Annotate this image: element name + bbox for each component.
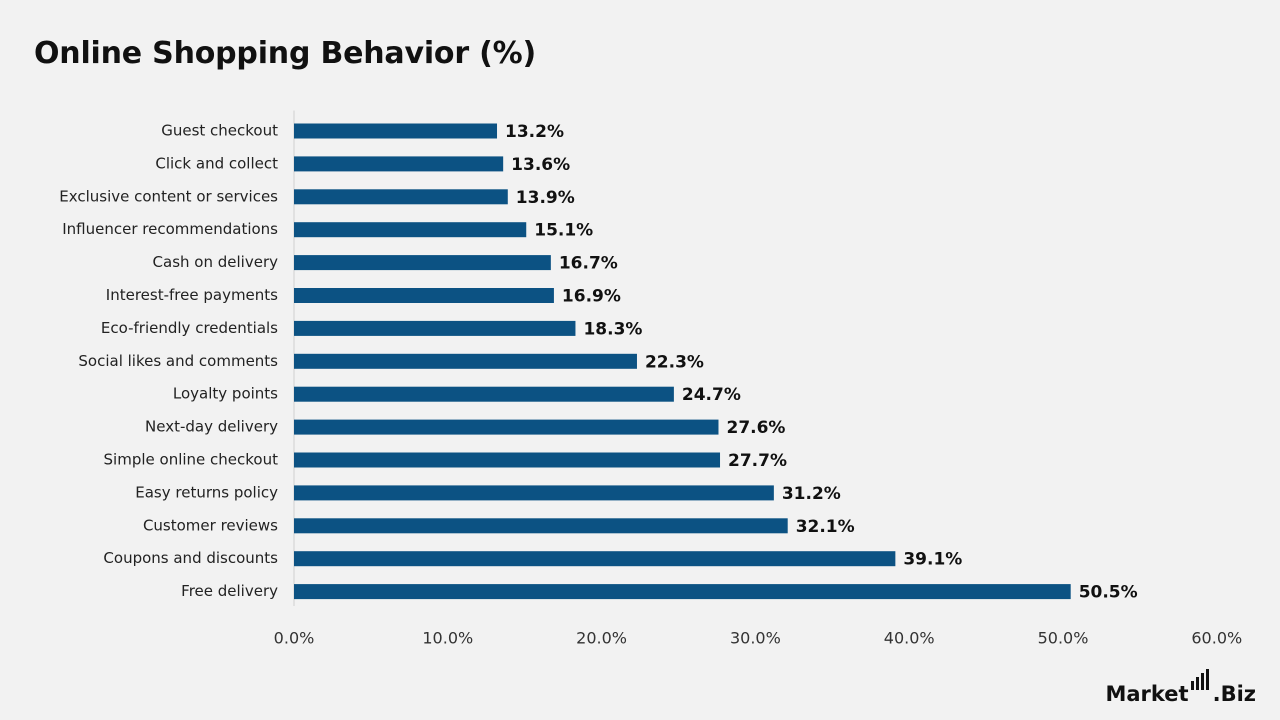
category-label: Cash on delivery xyxy=(153,253,279,271)
category-label: Customer reviews xyxy=(143,516,278,534)
category-label: Guest checkout xyxy=(161,122,278,140)
value-label: 32.1% xyxy=(796,517,855,537)
category-label: Social likes and comments xyxy=(78,352,278,370)
category-label: Next-day delivery xyxy=(145,418,278,436)
bar xyxy=(294,189,508,205)
bar xyxy=(294,584,1071,600)
bar xyxy=(294,551,896,567)
bar xyxy=(294,255,551,271)
x-tick-label: 20.0% xyxy=(576,629,627,648)
brand-logo: Market .Biz xyxy=(1105,668,1256,706)
category-label: Exclusive content or services xyxy=(59,187,278,205)
category-label: Free delivery xyxy=(181,582,278,600)
x-tick-label: 30.0% xyxy=(730,629,781,648)
category-label: Eco-friendly credentials xyxy=(101,319,278,337)
category-label: Coupons and discounts xyxy=(103,549,278,567)
bar xyxy=(294,386,674,402)
x-tick-label: 40.0% xyxy=(884,629,935,648)
value-label: 16.9% xyxy=(562,287,621,307)
bar xyxy=(294,222,527,238)
bar xyxy=(294,518,788,534)
category-label: Influencer recommendations xyxy=(62,220,278,238)
value-label: 27.6% xyxy=(726,418,785,438)
bar xyxy=(294,156,504,172)
value-label: 50.5% xyxy=(1079,583,1138,603)
x-tick-label: 60.0% xyxy=(1191,629,1242,648)
value-label: 27.7% xyxy=(728,451,787,471)
x-tick-label: 50.0% xyxy=(1038,629,1089,648)
bar xyxy=(294,123,498,139)
bar xyxy=(294,452,721,468)
category-label: Simple online checkout xyxy=(104,451,279,469)
x-tick-label: 0.0% xyxy=(274,629,315,648)
value-label: 16.7% xyxy=(559,254,618,274)
chart-title: Online Shopping Behavior (%) xyxy=(34,36,537,71)
category-label: Easy returns policy xyxy=(135,483,278,501)
value-label: 22.3% xyxy=(645,352,704,372)
value-label: 15.1% xyxy=(534,221,593,241)
bar xyxy=(294,485,774,501)
bar xyxy=(294,288,554,303)
value-label: 13.9% xyxy=(516,188,575,208)
x-tick-label: 10.0% xyxy=(422,629,473,648)
value-label: 13.2% xyxy=(505,122,564,142)
value-label: 31.2% xyxy=(782,484,841,504)
brand-name-right: .Biz xyxy=(1212,682,1256,706)
bar xyxy=(294,353,637,369)
category-label: Loyalty points xyxy=(173,385,278,403)
category-label: Click and collect xyxy=(155,154,278,172)
value-label: 18.3% xyxy=(583,319,642,339)
bar xyxy=(294,419,719,435)
bar xyxy=(294,320,576,336)
brand-name-left: Market xyxy=(1105,682,1189,706)
bar-chart-logo-icon xyxy=(1190,669,1209,690)
value-label: 24.7% xyxy=(682,385,741,405)
value-label: 13.6% xyxy=(511,155,570,175)
value-label: 39.1% xyxy=(903,550,962,570)
category-label: Interest-free payments xyxy=(106,286,278,304)
